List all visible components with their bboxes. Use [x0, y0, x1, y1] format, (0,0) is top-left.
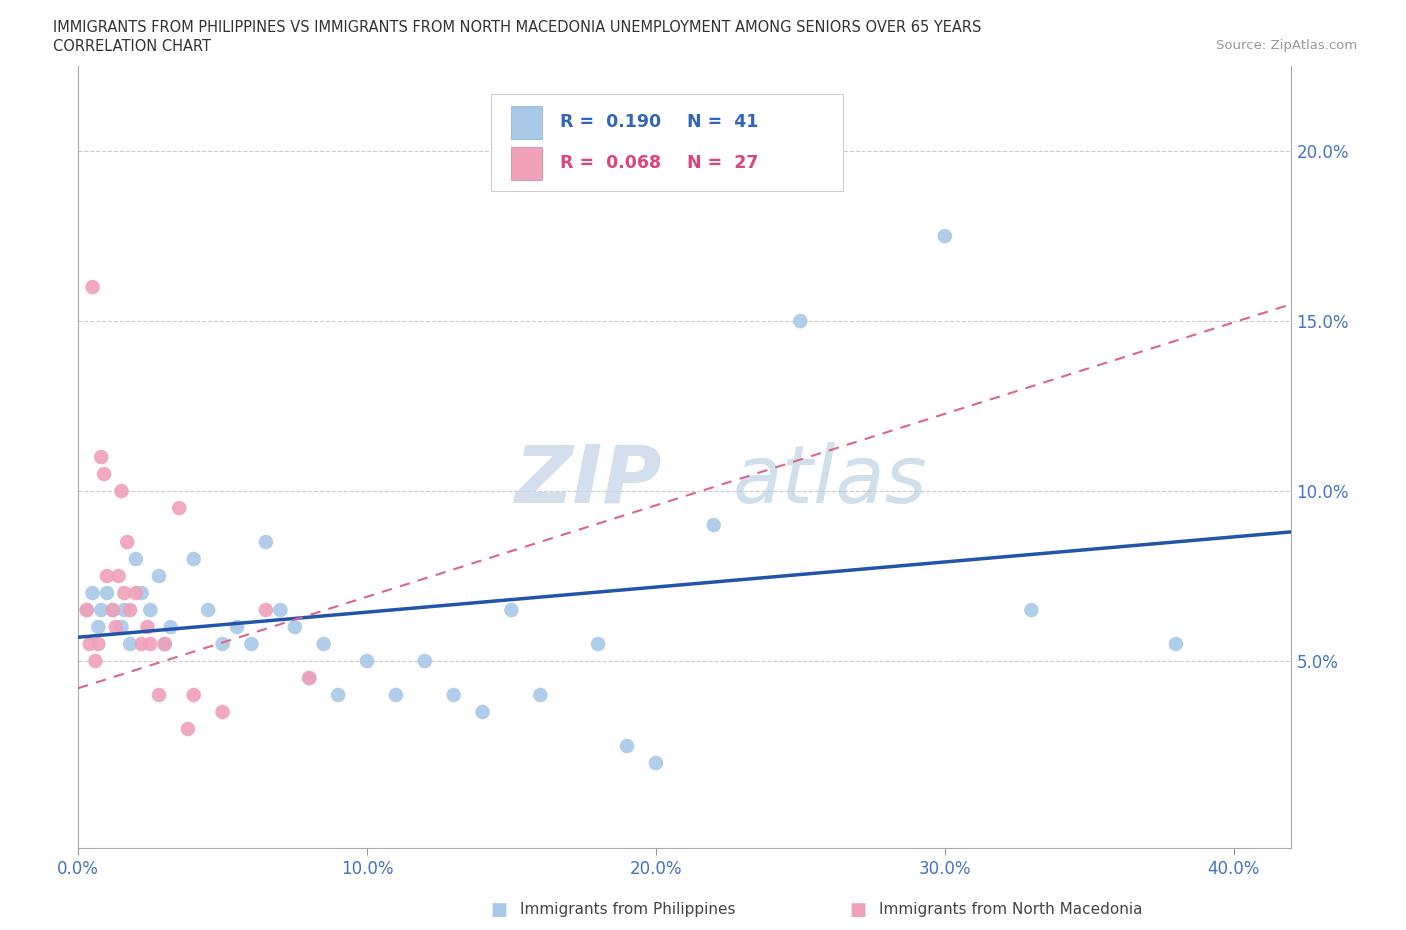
Point	[183, 551, 205, 566]
Point	[703, 518, 725, 533]
Text: N =  41: N = 41	[688, 113, 759, 131]
Point	[211, 705, 233, 720]
Text: R =  0.190: R = 0.190	[560, 113, 661, 131]
Text: Immigrants from Philippines: Immigrants from Philippines	[520, 902, 735, 917]
Point	[125, 551, 148, 566]
Text: ■: ■	[491, 900, 508, 919]
Point	[87, 637, 110, 652]
Point	[284, 619, 307, 634]
Point	[112, 586, 135, 601]
Point	[148, 687, 170, 702]
Point	[153, 637, 176, 652]
Point	[76, 603, 98, 618]
Point	[326, 687, 349, 702]
Point	[159, 619, 181, 634]
Point	[93, 467, 115, 482]
Point	[254, 535, 277, 550]
Point	[226, 619, 249, 634]
Point	[269, 603, 291, 618]
Point	[645, 755, 668, 770]
Point	[90, 449, 112, 464]
Point	[197, 603, 219, 618]
Point	[115, 535, 138, 550]
Point	[312, 637, 335, 652]
Point	[139, 637, 162, 652]
Point	[529, 687, 551, 702]
Point	[87, 619, 110, 634]
Point	[471, 705, 494, 720]
Point	[76, 603, 98, 618]
Point	[167, 500, 190, 515]
Point	[131, 637, 153, 652]
Text: R =  0.068: R = 0.068	[560, 154, 661, 172]
Point	[934, 229, 956, 244]
Text: Immigrants from North Macedonia: Immigrants from North Macedonia	[879, 902, 1142, 917]
Point	[110, 484, 132, 498]
Point	[148, 568, 170, 583]
Point	[153, 637, 176, 652]
Point	[82, 586, 104, 601]
Point	[1021, 603, 1043, 618]
Point	[101, 603, 124, 618]
Text: N =  27: N = 27	[688, 154, 759, 172]
Text: atlas: atlas	[733, 442, 928, 520]
Text: IMMIGRANTS FROM PHILIPPINES VS IMMIGRANTS FROM NORTH MACEDONIA UNEMPLOYMENT AMON: IMMIGRANTS FROM PHILIPPINES VS IMMIGRANT…	[53, 20, 981, 35]
Point	[96, 586, 118, 601]
Point	[356, 654, 378, 669]
Point	[501, 603, 523, 618]
Point	[136, 619, 159, 634]
Point	[139, 603, 162, 618]
Point	[120, 637, 142, 652]
Point	[125, 586, 148, 601]
Point	[104, 619, 127, 634]
Point	[107, 568, 129, 583]
Point	[112, 603, 135, 618]
Point	[211, 637, 233, 652]
Point	[443, 687, 465, 702]
FancyBboxPatch shape	[491, 94, 842, 192]
Point	[110, 619, 132, 634]
Point	[84, 654, 107, 669]
Point	[240, 637, 263, 652]
Point	[183, 687, 205, 702]
Point	[413, 654, 436, 669]
Text: Source: ZipAtlas.com: Source: ZipAtlas.com	[1216, 39, 1357, 52]
Point	[82, 280, 104, 295]
Point	[789, 313, 811, 328]
Point	[298, 671, 321, 685]
Point	[1164, 637, 1187, 652]
Point	[90, 603, 112, 618]
FancyBboxPatch shape	[512, 106, 541, 139]
Point	[120, 603, 142, 618]
FancyBboxPatch shape	[512, 147, 541, 179]
Point	[79, 637, 101, 652]
Point	[616, 738, 638, 753]
Point	[177, 722, 200, 737]
Text: ■: ■	[849, 900, 866, 919]
Point	[96, 568, 118, 583]
Point	[586, 637, 609, 652]
Text: ZIP: ZIP	[515, 442, 661, 520]
Point	[254, 603, 277, 618]
Text: CORRELATION CHART: CORRELATION CHART	[53, 39, 211, 54]
Point	[131, 586, 153, 601]
Point	[385, 687, 408, 702]
Point	[101, 603, 124, 618]
Point	[298, 671, 321, 685]
